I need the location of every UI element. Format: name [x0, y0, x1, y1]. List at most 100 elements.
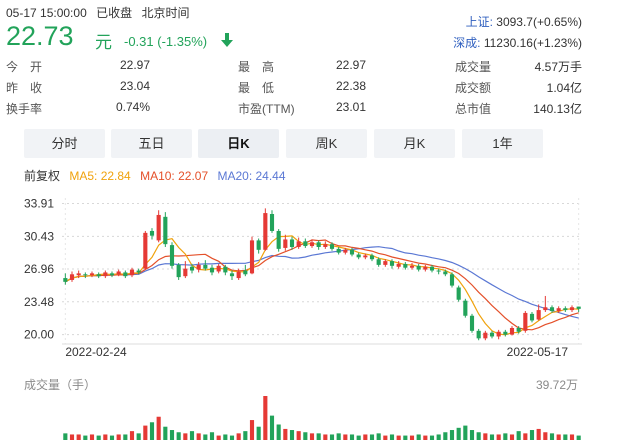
- price-unit: 元: [95, 33, 112, 52]
- candle-body: [96, 274, 101, 277]
- volume-bar: [209, 432, 215, 440]
- volume-bar: [143, 425, 148, 440]
- candle-body: [83, 274, 88, 276]
- high-value: 22.97: [335, 58, 366, 72]
- volume-bar: [256, 426, 261, 440]
- candle-body: [136, 270, 141, 273]
- volume-bar: [476, 432, 481, 440]
- volume-bar: [396, 435, 401, 440]
- candle-body: [223, 266, 228, 273]
- volume-bar: [423, 435, 428, 440]
- volume-bar: [196, 433, 201, 440]
- candle-body: [209, 267, 215, 273]
- volume-bar: [309, 433, 315, 440]
- candle-body: [303, 241, 308, 247]
- candle-body: [496, 331, 501, 337]
- candle-body: [169, 245, 175, 266]
- candle-body: [403, 263, 408, 268]
- volume-bar: [163, 426, 168, 440]
- candle-body: [549, 307, 555, 312]
- volume-bar: [516, 431, 521, 440]
- tab-monthly-k[interactable]: 月K: [374, 129, 455, 158]
- candle-body: [203, 264, 208, 269]
- volume-bar: [436, 434, 441, 440]
- candle-body: [323, 244, 328, 247]
- candle-body: [329, 244, 335, 249]
- volume-bar: [543, 432, 548, 440]
- candle-body: [343, 249, 348, 253]
- candle-body: [383, 261, 388, 265]
- ma5-line: [65, 235, 579, 336]
- x-tick-label: 2022-05-17: [507, 345, 569, 359]
- index-sh-label[interactable]: 上证:: [465, 15, 493, 29]
- candle-body: [296, 241, 301, 247]
- volume-bar: [96, 435, 101, 440]
- volume-bar: [556, 434, 561, 440]
- high-label: 最 高: [238, 60, 275, 74]
- volume-bar: [149, 422, 155, 440]
- candle-body: [229, 273, 235, 277]
- mcap-value: 140.13亿: [533, 102, 582, 116]
- candle-body: [423, 266, 428, 270]
- candle-body: [249, 240, 255, 274]
- volume-bar: [183, 433, 188, 440]
- y-tick-label: 26.96: [24, 262, 54, 276]
- volume-bar: [83, 435, 88, 440]
- candle-body: [216, 265, 221, 272]
- candle-body: [529, 313, 535, 321]
- candle-body: [536, 310, 541, 320]
- volume-bar: [129, 431, 135, 440]
- tab-weekly-k[interactable]: 周K: [286, 129, 367, 158]
- index-sz-label[interactable]: 深成:: [453, 36, 481, 50]
- adjust-mode-label[interactable]: 前复权: [24, 169, 61, 183]
- candle-body: [516, 327, 521, 332]
- mcap-label: 总市值: [455, 102, 492, 116]
- open-label: 今 开: [6, 60, 43, 74]
- candle-body: [396, 263, 401, 267]
- candle-body: [336, 248, 341, 253]
- volume-bar: [203, 434, 208, 440]
- volume-bar: [316, 433, 321, 440]
- volume-bar: [456, 427, 461, 440]
- price-change: -0.31 (-1.35%): [124, 34, 208, 49]
- candle-body: [563, 308, 568, 311]
- tab-daily-k[interactable]: 日K: [198, 129, 279, 158]
- index-sz-value: 11230.16(+1.23%): [483, 36, 582, 50]
- volume-value: 4.57万手: [534, 60, 582, 74]
- tab-intraday[interactable]: 分时: [24, 129, 105, 158]
- candle-body: [523, 312, 528, 331]
- candle-body: [256, 240, 261, 250]
- volume-bar: [189, 431, 195, 440]
- volume-bar: [469, 430, 475, 440]
- candle-body: [129, 269, 135, 276]
- candle-body: [543, 307, 548, 311]
- volume-bar: [403, 435, 408, 440]
- volume-bar: [356, 435, 361, 440]
- candle-body: [63, 278, 68, 282]
- candle-body: [269, 214, 275, 231]
- candle-body: [163, 216, 168, 245]
- volume-max-label: 39.72万: [536, 378, 579, 392]
- volume-bar: [69, 434, 75, 440]
- quote-datetime: 05-17 15:00:00: [6, 6, 87, 20]
- volume-bar: [123, 434, 128, 440]
- down-arrow-icon: [221, 33, 233, 47]
- candle-body: [463, 300, 468, 316]
- tab-five-day[interactable]: 五日: [111, 129, 192, 158]
- volume-bar: [289, 430, 295, 440]
- volume-bar: [409, 435, 415, 440]
- candle-body: [476, 330, 481, 339]
- volume-bar: [323, 434, 328, 440]
- volume-bar: [283, 428, 288, 440]
- candle-body: [309, 242, 315, 247]
- tab-one-year[interactable]: 1年: [462, 129, 543, 158]
- low-value: 22.38: [335, 79, 366, 93]
- volume-bar: [296, 431, 301, 440]
- candle-body: [183, 268, 188, 277]
- volume-bar: [383, 435, 388, 440]
- volume-bar: [236, 433, 241, 440]
- volume-bar: [336, 433, 341, 440]
- candle-body: [236, 271, 241, 279]
- volume-bar: [63, 433, 68, 440]
- kline-chart[interactable]: 33.91 30.43 26.96 23.48 20.00 2022-02-24 2022-…: [0, 190, 640, 440]
